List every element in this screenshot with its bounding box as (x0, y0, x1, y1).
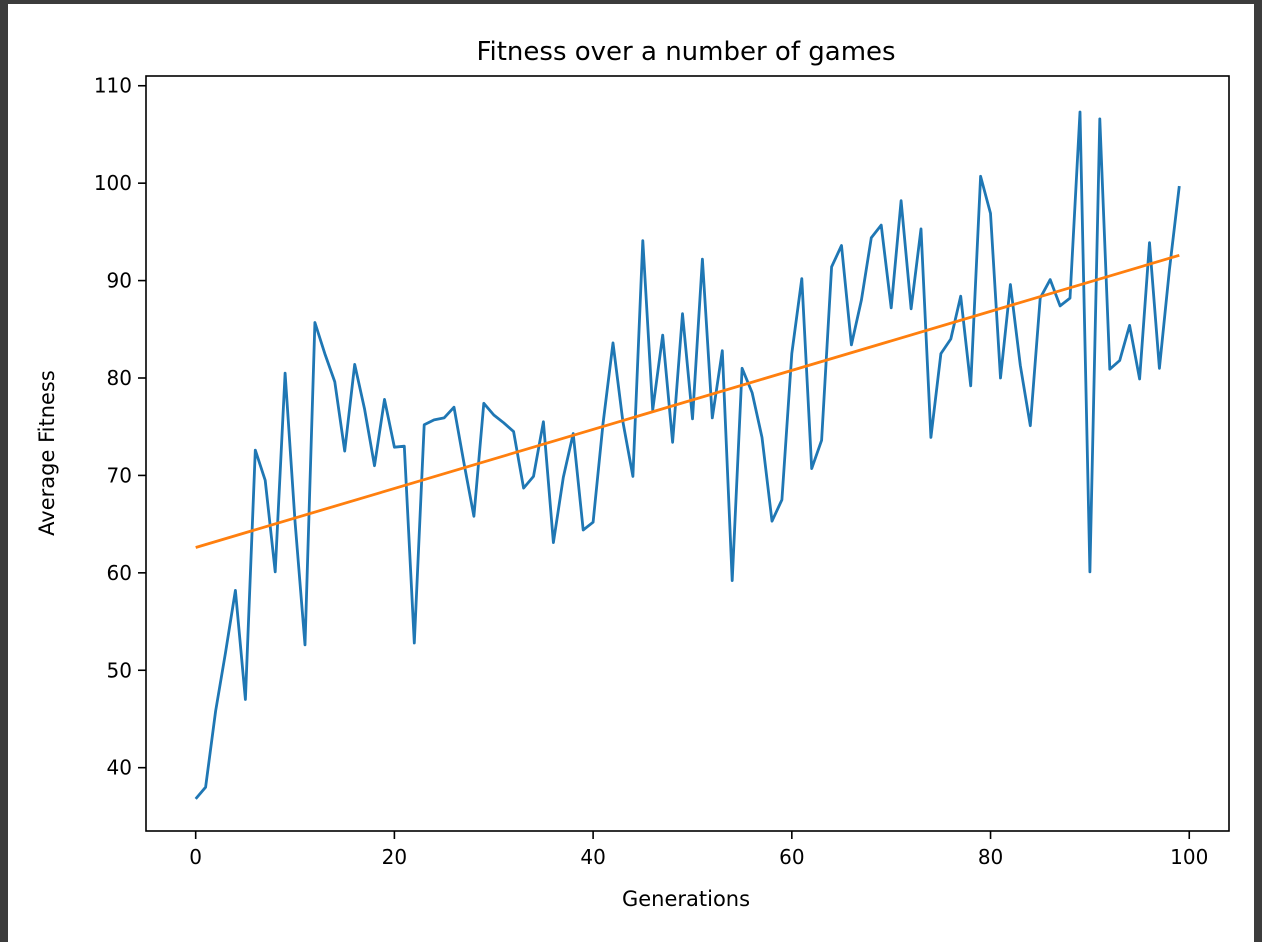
y-tick-label: 110 (94, 74, 132, 98)
x-axis-ticks: 0 20 40 60 80 100 (189, 831, 1208, 869)
axes-frame (145, 75, 1230, 832)
x-tick-label: 80 (978, 845, 1003, 869)
y-tick-label: 80 (107, 366, 132, 390)
y-tick-label: 60 (107, 561, 132, 585)
x-tick-label: 20 (382, 845, 407, 869)
y-tick-label: 40 (107, 756, 132, 780)
figure-canvas: Fitness over a number of games 0 20 40 60 80… (8, 4, 1254, 942)
x-tick-label: 0 (189, 845, 202, 869)
series-line-fitness (194, 110, 1181, 800)
y-tick-label: 100 (94, 171, 132, 195)
y-tick-label: 50 (107, 658, 132, 682)
series-layer (194, 110, 1181, 800)
chart-title: Fitness over a number of games (476, 37, 895, 67)
x-tick-label: 40 (580, 845, 605, 869)
x-axis-label: Generations (622, 887, 750, 911)
series-line-trend (195, 253, 1180, 549)
y-axis-label: Average Fitness (35, 370, 59, 536)
y-tick-label: 70 (107, 463, 132, 487)
y-tick-label: 90 (107, 269, 132, 293)
x-tick-label: 100 (1170, 845, 1208, 869)
y-axis-ticks: 40 50 60 70 80 90 100 110 (94, 74, 146, 780)
fitness-chart: Fitness over a number of games 0 20 40 60 80… (35, 37, 1230, 911)
x-tick-label: 60 (779, 845, 804, 869)
